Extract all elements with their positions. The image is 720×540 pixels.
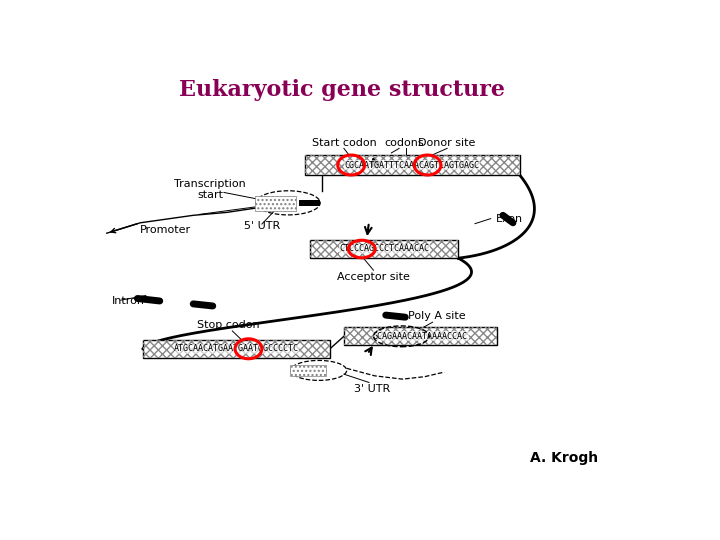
Text: Transcription
start: Transcription start [174,179,246,200]
Text: GCAGAAACAATAAAACCAC: GCAGAAACAATAAAACCAC [373,332,468,341]
Text: 3' UTR: 3' UTR [354,384,390,394]
Text: CGCAATGATTTCAAACAGTCAGTGAGC: CGCAATGATTTCAAACAGTCAGTGAGC [345,160,480,170]
Bar [305,155,520,175]
Bar [305,155,520,175]
Bar [344,327,498,346]
Text: Poly A site: Poly A site [408,312,466,321]
Text: Acceptor site: Acceptor site [337,272,410,282]
Text: ATGCAACATGAATGAATGGCCCCTC: ATGCAACATGAATGAATGGCCCCTC [174,345,299,353]
Bar [143,340,330,358]
Text: A. Krogh: A. Krogh [530,451,598,465]
Bar [143,340,330,358]
Text: Exon: Exon [496,214,523,225]
Bar [255,196,297,211]
Text: 5' UTR: 5' UTR [244,221,280,231]
Bar [310,240,458,258]
Text: codons: codons [384,138,424,148]
Text: Donor site: Donor site [418,138,476,148]
Text: Intron: Intron [112,296,145,306]
Text: Start codon: Start codon [312,138,377,148]
Bar [310,240,458,258]
Text: Promoter: Promoter [140,225,191,235]
Text: Eukaryotic gene structure: Eukaryotic gene structure [179,79,505,102]
Bar [344,327,498,346]
Text: CTCCCAGCCCTCAAACAC: CTCCCAGCCCTCAAACAC [339,245,429,253]
Bar [289,365,326,376]
Bar [300,199,320,206]
Text: Stop codon: Stop codon [197,320,259,330]
